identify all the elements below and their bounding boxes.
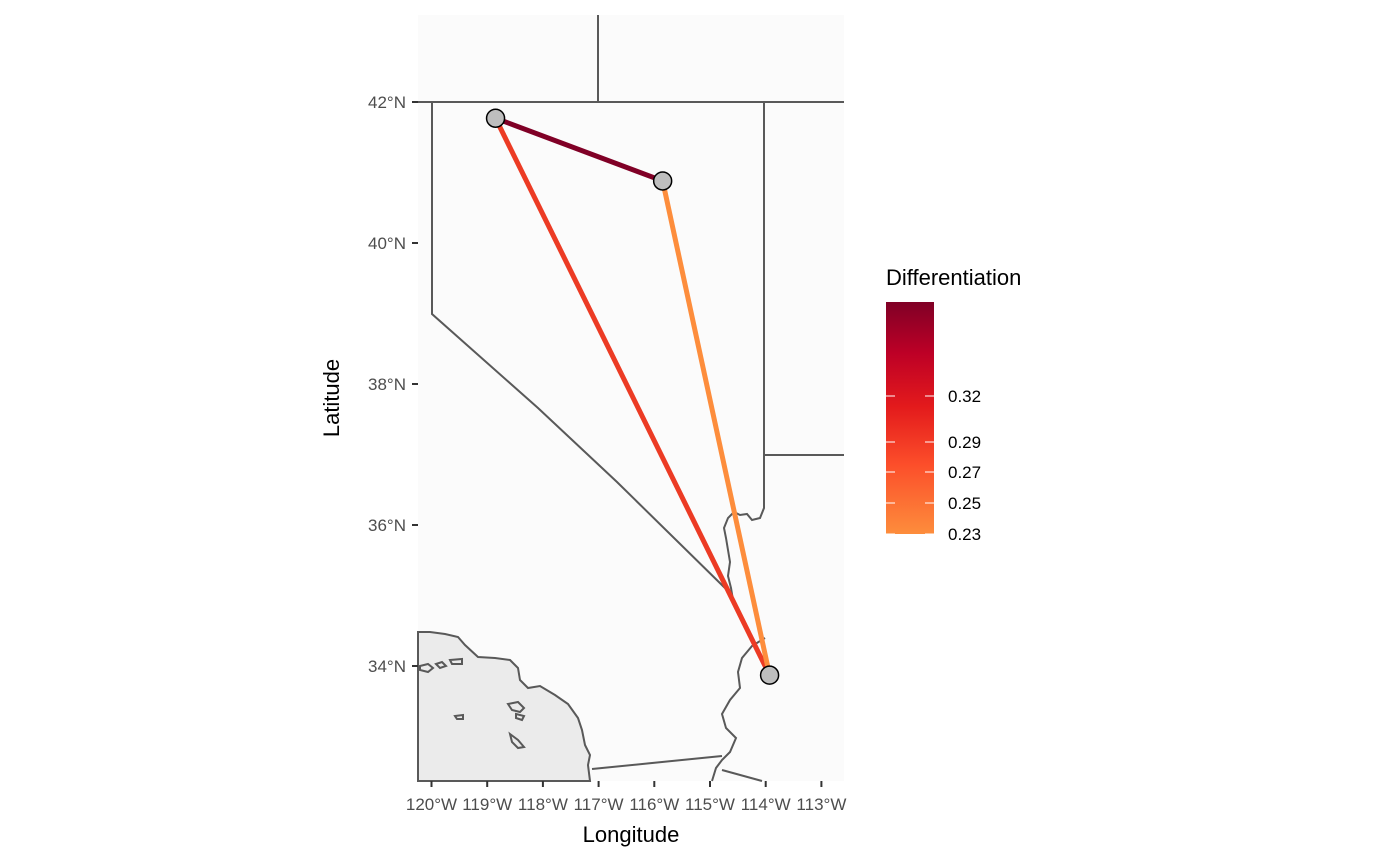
legend-label: 0.23	[948, 525, 981, 544]
border-mexico	[591, 755, 723, 770]
connection-line	[660, 180, 773, 676]
legend-label: 0.25	[948, 494, 981, 513]
x-tick-label: 116°W	[629, 795, 679, 814]
y-tick-label: 42°N	[368, 93, 406, 112]
site-point	[652, 171, 673, 191]
island	[453, 713, 464, 720]
legend-color-bar	[886, 302, 934, 534]
x-axis-title: Longitude	[583, 822, 680, 847]
connection-line	[493, 117, 772, 677]
border-mexico-east	[721, 769, 763, 782]
legend-label: 0.32	[948, 387, 981, 406]
legend: Differentiation 0.32 0.29 0.27 0.25 0.23	[886, 265, 1021, 544]
legend-label: 0.27	[948, 463, 981, 482]
legend-ticks: 0.32 0.29 0.27 0.25 0.23	[886, 387, 981, 544]
x-tick-label: 113°W	[796, 795, 846, 814]
island	[506, 700, 526, 714]
y-tick-label: 34°N	[368, 657, 406, 676]
legend-title: Differentiation	[886, 265, 1021, 290]
x-tick-label: 117°W	[574, 795, 624, 814]
site-point	[759, 665, 780, 685]
island	[515, 712, 526, 722]
legend-label: 0.29	[948, 433, 981, 452]
island	[448, 657, 463, 665]
connection-line	[494, 115, 664, 184]
y-tick-label: 38°N	[368, 375, 406, 394]
ocean-area	[417, 631, 592, 782]
border-colorado-river	[711, 637, 766, 782]
island	[508, 731, 526, 750]
site-layer	[485, 108, 780, 685]
x-axis: 120°W 119°W 118°W 117°W 116°W 115°W 114°W 113°W	[406, 781, 846, 814]
x-tick-label: 119°W	[462, 795, 512, 814]
y-axis: 34°N 36°N 38°N 40°N 42°N	[368, 93, 418, 676]
x-tick-label: 114°W	[741, 795, 791, 814]
site-point	[485, 108, 506, 128]
island	[434, 660, 448, 670]
x-tick-label: 120°W	[406, 795, 457, 814]
x-tick-label: 118°W	[518, 795, 568, 814]
connection-layer	[493, 115, 773, 677]
x-tick-label: 115°W	[685, 795, 735, 814]
y-axis-title: Latitude	[319, 359, 344, 437]
border-nevada-california	[431, 102, 728, 591]
island	[419, 662, 435, 674]
y-tick-label: 36°N	[368, 516, 406, 535]
y-tick-label: 40°N	[368, 234, 406, 253]
